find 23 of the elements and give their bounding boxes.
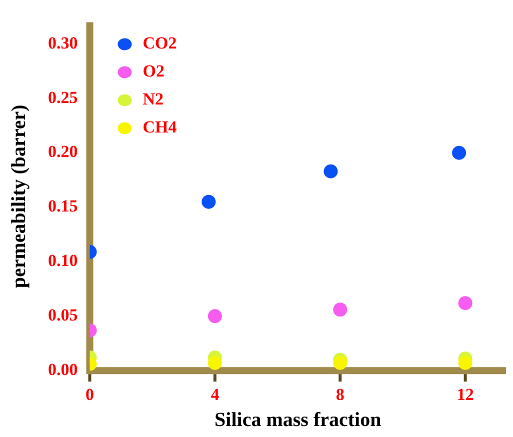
y-tick-label: 0.05 <box>48 306 78 325</box>
y-tick-label: 0.15 <box>48 196 78 216</box>
point <box>333 356 348 370</box>
y-tick-label: 0.25 <box>48 88 78 107</box>
y-tick-label: 0.00 <box>48 360 78 379</box>
point <box>458 296 472 310</box>
legend-label: N2 <box>142 90 164 109</box>
x-tick-label: 4 <box>210 385 220 404</box>
x-tick-label: 12 <box>456 385 474 404</box>
x-axis-title: Silica mass fraction <box>214 409 382 432</box>
legend-label: O2 <box>142 62 164 81</box>
point <box>324 164 338 178</box>
y-tick-label: 0.30 <box>48 33 78 52</box>
y-axis-title: permeability (barrer) <box>8 104 30 288</box>
y-tick-label: 0.20 <box>48 142 78 162</box>
legend-label: CO2 <box>142 34 177 53</box>
y-tick-label: 0.10 <box>48 251 78 270</box>
x-tick-label: 0 <box>86 385 94 404</box>
legend-label: CH4 <box>142 118 178 137</box>
x-tick-label: 8 <box>336 385 344 404</box>
point <box>333 302 348 317</box>
point <box>452 146 466 160</box>
point <box>458 356 472 370</box>
